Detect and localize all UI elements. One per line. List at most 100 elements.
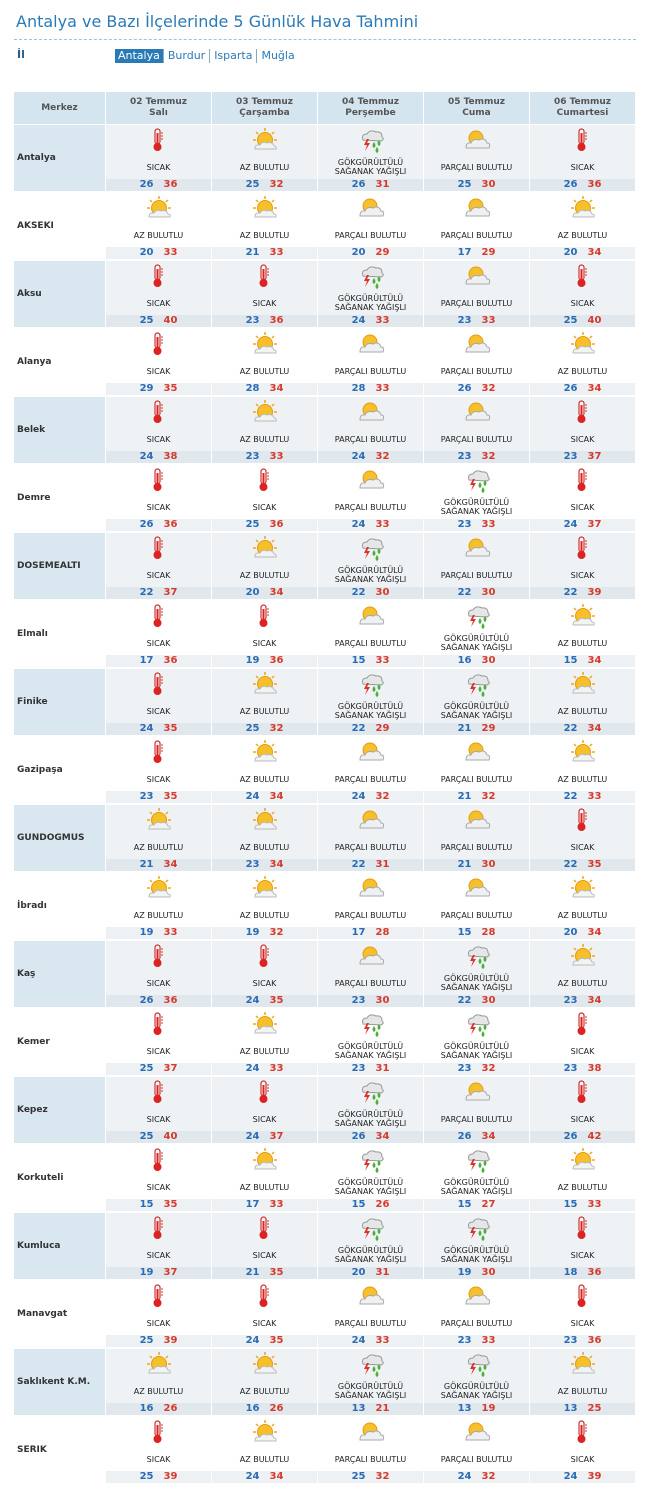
max-temp: 33 xyxy=(269,1063,284,1074)
weather-icon xyxy=(357,535,385,561)
min-temp: 24 xyxy=(245,1131,260,1142)
icon-graphic xyxy=(253,1420,277,1442)
condition: AZ BULUTLU xyxy=(239,366,290,376)
max-temp: 25 xyxy=(587,1403,602,1414)
weather-icon xyxy=(569,1283,597,1309)
condition: GÖKGÜRÜLTÜLÜ SAĞANAK YAĞIŞLI xyxy=(334,702,407,720)
max-temp: 27 xyxy=(481,1199,496,1210)
weather-icon xyxy=(463,1011,491,1037)
forecast-cell: SICAK 24 35 xyxy=(106,669,211,735)
max-temp: 37 xyxy=(163,587,178,598)
temperature-strip: 23 38 xyxy=(530,1063,635,1075)
min-temp: 22 xyxy=(351,723,366,734)
weather-icon xyxy=(357,671,385,697)
weather-icon xyxy=(463,195,491,221)
condition: GÖKGÜRÜLTÜLÜ SAĞANAK YAĞIŞLI xyxy=(440,702,513,720)
condition: SICAK xyxy=(146,1114,171,1124)
min-temp: 25 xyxy=(139,315,154,326)
tab[interactable]: Antalya xyxy=(115,49,163,63)
forecast-cell: PARÇALI BULUTLU 17 28 xyxy=(318,873,423,939)
icon-graphic xyxy=(253,196,277,218)
city-cell: Korkuteli xyxy=(14,1145,105,1211)
temperature-strip: 19 37 xyxy=(106,1267,211,1279)
condition: PARÇALI BULUTLU xyxy=(334,910,407,920)
icon-graphic xyxy=(468,470,490,493)
icon-graphic xyxy=(465,198,491,217)
temperature-strip: 20 29 xyxy=(318,247,423,259)
icon-graphic xyxy=(153,1284,163,1307)
tab[interactable]: Isparta xyxy=(209,49,256,63)
condition: SICAK xyxy=(146,774,171,784)
forecast-cell: PARÇALI BULUTLU 22 30 xyxy=(424,533,529,599)
icon-graphic xyxy=(153,1148,163,1171)
forecast-cell: AZ BULUTLU 23 34 xyxy=(212,805,317,871)
weather-icon xyxy=(357,1283,385,1309)
forecast-cell: AZ BULUTLU 20 34 xyxy=(212,533,317,599)
forecast-cell: GÖKGÜRÜLTÜLÜ SAĞANAK YAĞIŞLI 13 19 xyxy=(424,1349,529,1415)
min-temp: 26 xyxy=(457,383,472,394)
icon-graphic xyxy=(577,1012,587,1035)
temperature-strip: 23 34 xyxy=(212,859,317,871)
temperature-strip: 25 32 xyxy=(212,179,317,191)
min-temp: 17 xyxy=(245,1199,260,1210)
min-temp: 24 xyxy=(139,451,154,462)
min-temp: 24 xyxy=(351,1335,366,1346)
icon-graphic xyxy=(253,536,277,558)
weather-icon xyxy=(145,875,173,901)
icon-graphic xyxy=(253,1148,277,1170)
icon-graphic xyxy=(571,1148,595,1170)
forecast-cell: GÖKGÜRÜLTÜLÜ SAĞANAK YAĞIŞLI 26 34 xyxy=(318,1077,423,1143)
max-temp: 33 xyxy=(587,791,602,802)
min-temp: 23 xyxy=(563,1063,578,1074)
forecast-cell: PARÇALI BULUTLU 23 32 xyxy=(424,397,529,463)
tab[interactable]: Muğla xyxy=(256,49,298,63)
header-cell: 06 Temmuz Cumartesi xyxy=(530,92,635,124)
forecast-cell: SICAK 25 37 xyxy=(106,1009,211,1075)
min-temp: 20 xyxy=(139,247,154,258)
icon-graphic xyxy=(253,128,277,150)
tab[interactable]: Burdur xyxy=(162,49,209,63)
icon-graphic xyxy=(571,944,595,966)
min-temp: 22 xyxy=(351,587,366,598)
icon-graphic xyxy=(147,808,171,830)
min-temp: 29 xyxy=(139,383,154,394)
forecast-cell: AZ BULUTLU 24 33 xyxy=(212,1009,317,1075)
condition: SICAK xyxy=(252,1114,277,1124)
weather-icon xyxy=(463,263,491,289)
forecast-cell: GÖKGÜRÜLTÜLÜ SAĞANAK YAĞIŞLI 19 30 xyxy=(424,1213,529,1279)
weather-icon xyxy=(357,195,385,221)
icon-graphic xyxy=(577,1284,587,1307)
temperature-strip: 20 34 xyxy=(212,587,317,599)
icon-graphic xyxy=(153,1012,163,1035)
condition: SICAK xyxy=(570,1114,595,1124)
forecast-cell: SICAK 26 36 xyxy=(106,125,211,191)
min-temp: 25 xyxy=(457,179,472,190)
temperature-strip: 24 34 xyxy=(212,791,317,803)
icon-graphic xyxy=(153,1080,163,1103)
condition: PARÇALI BULUTLU xyxy=(440,298,513,308)
min-temp: 16 xyxy=(245,1403,260,1414)
forecast-cell: SICAK 17 36 xyxy=(106,601,211,667)
forecast-cell: SICAK 25 39 xyxy=(106,1281,211,1347)
max-temp: 33 xyxy=(481,519,496,530)
icon-graphic xyxy=(571,740,595,762)
min-temp: 23 xyxy=(457,1335,472,1346)
min-temp: 20 xyxy=(563,247,578,258)
condition: PARÇALI BULUTLU xyxy=(440,1454,513,1464)
temperature-strip: 22 37 xyxy=(106,587,211,599)
min-temp: 24 xyxy=(351,791,366,802)
condition: GÖKGÜRÜLTÜLÜ SAĞANAK YAĞIŞLI xyxy=(440,1246,513,1264)
temperature-strip: 24 35 xyxy=(106,723,211,735)
max-temp: 36 xyxy=(269,315,284,326)
temperature-strip: 26 36 xyxy=(530,179,635,191)
temperature-strip: 23 36 xyxy=(212,315,317,327)
city-cell: Kumluca xyxy=(14,1213,105,1279)
max-temp: 30 xyxy=(481,179,496,190)
icon-graphic xyxy=(571,196,595,218)
condition: SICAK xyxy=(146,1046,171,1056)
temperature-strip: 24 35 xyxy=(212,1335,317,1347)
icon-graphic xyxy=(465,742,491,761)
icon-graphic xyxy=(253,672,277,694)
weather-icon xyxy=(357,1351,385,1377)
